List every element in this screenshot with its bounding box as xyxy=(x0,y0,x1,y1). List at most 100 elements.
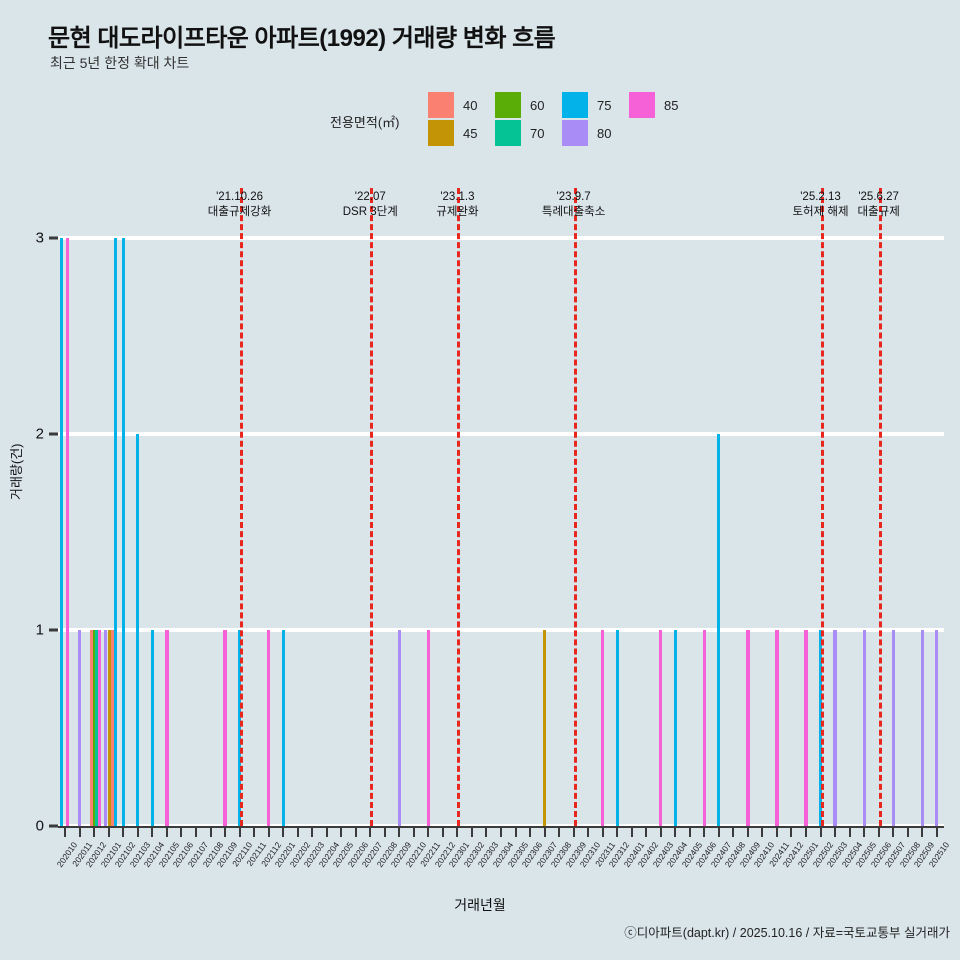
x-tick-mark xyxy=(209,828,212,837)
legend-swatch-45 xyxy=(428,120,454,146)
legend-label-45: 45 xyxy=(463,125,478,141)
bar[interactable] xyxy=(136,434,140,826)
bar[interactable] xyxy=(397,630,401,826)
bar[interactable] xyxy=(121,238,125,826)
legend-item-40[interactable]: 40 xyxy=(428,92,477,118)
x-tick-mark xyxy=(267,828,270,837)
annotation-text: 토허제 해제 xyxy=(792,206,849,218)
x-tick-mark xyxy=(848,828,851,837)
x-tick-mark xyxy=(645,828,648,837)
x-tick-mark xyxy=(703,828,706,837)
bar[interactable] xyxy=(659,630,663,826)
bar[interactable] xyxy=(717,434,721,826)
legend-swatch-80 xyxy=(562,120,588,146)
bar[interactable] xyxy=(94,630,98,826)
plot-area xyxy=(58,188,944,828)
x-tick-mark xyxy=(877,828,880,837)
y-tick-mark xyxy=(49,432,58,436)
x-axis-line xyxy=(58,826,944,828)
bar[interactable] xyxy=(702,630,706,826)
x-tick-mark xyxy=(412,828,415,837)
bar[interactable] xyxy=(601,630,605,826)
annotation-text: 규제완화 xyxy=(436,206,479,218)
x-tick-mark xyxy=(180,828,183,837)
bar[interactable] xyxy=(92,630,96,826)
annotation-line xyxy=(457,188,461,826)
bar[interactable] xyxy=(542,630,547,826)
annotation-text: DSR 3단계 xyxy=(342,206,398,218)
x-tick-mark xyxy=(601,828,604,837)
bar[interactable] xyxy=(89,630,93,826)
x-tick-mark xyxy=(122,828,125,837)
x-tick-mark xyxy=(558,828,561,837)
bar[interactable] xyxy=(165,630,169,826)
bar[interactable] xyxy=(891,630,895,826)
x-tick-mark xyxy=(630,828,633,837)
credit-text: ⓒ디아파트(dapt.kr) / 2025.10.16 / 자료=국토교통부 실… xyxy=(624,926,950,940)
legend-item-60[interactable]: 60 xyxy=(495,92,544,118)
bar[interactable] xyxy=(775,630,779,826)
x-tick-mark xyxy=(892,828,895,837)
bar[interactable] xyxy=(65,238,69,826)
x-axis-title: 거래년월 xyxy=(454,897,506,913)
annotation-label: '25.6.27 대출규제 xyxy=(819,190,939,220)
x-tick-mark xyxy=(863,828,866,837)
bar[interactable] xyxy=(615,630,619,826)
annotation-date: '25.6.27 xyxy=(858,191,899,203)
bar[interactable] xyxy=(804,630,808,826)
legend-item-80[interactable]: 80 xyxy=(562,120,611,146)
bar[interactable] xyxy=(59,238,63,826)
bar[interactable] xyxy=(108,630,112,826)
bar[interactable] xyxy=(78,630,82,826)
bar[interactable] xyxy=(833,630,837,826)
x-tick-mark xyxy=(761,828,764,837)
x-tick-mark xyxy=(485,828,488,837)
bar[interactable] xyxy=(114,238,118,826)
annotation-line xyxy=(878,188,882,826)
legend-item-70[interactable]: 70 xyxy=(495,120,544,146)
annotation-date: '22.07 xyxy=(354,191,386,203)
bar[interactable] xyxy=(104,630,108,826)
bar[interactable] xyxy=(281,630,285,826)
x-tick-mark xyxy=(514,828,517,837)
bar[interactable] xyxy=(150,630,154,826)
bar[interactable] xyxy=(426,630,430,826)
y-tick-mark xyxy=(49,628,58,632)
annotation-text: 대출규제 xyxy=(857,206,900,218)
legend-label-75: 75 xyxy=(597,97,612,113)
x-tick-mark xyxy=(224,828,227,837)
gridline xyxy=(58,432,944,436)
bar[interactable] xyxy=(673,630,677,826)
x-tick-mark xyxy=(805,828,808,837)
x-tick-mark xyxy=(688,828,691,837)
legend-swatch-60 xyxy=(495,92,521,118)
legend-item-85[interactable]: 85 xyxy=(629,92,678,118)
bar[interactable] xyxy=(267,630,271,826)
annotation-date: '21.10.26 xyxy=(216,191,264,203)
page-title: 문현 대도라이프타운 아파트(1992) 거래량 변화 흐름 xyxy=(48,25,556,52)
x-tick-mark xyxy=(136,828,139,837)
x-tick-mark xyxy=(398,828,401,837)
bar[interactable] xyxy=(223,630,227,826)
bar[interactable] xyxy=(920,630,924,826)
x-axis: 202010 202011 202012 202101 202102 202103 2021… xyxy=(55,826,951,946)
annotation-text: 특례대출축소 xyxy=(541,206,606,218)
annotation-label: '23.1.3 규제완화 xyxy=(397,190,517,220)
x-tick-mark xyxy=(151,828,154,837)
x-tick-mark xyxy=(296,828,299,837)
bar[interactable] xyxy=(111,630,115,826)
bar[interactable] xyxy=(97,630,101,826)
x-tick-mark xyxy=(282,828,285,837)
annotation-line xyxy=(820,188,824,826)
bar[interactable] xyxy=(862,630,866,826)
x-tick-mark xyxy=(238,828,241,837)
legend-item-45[interactable]: 45 xyxy=(428,120,477,146)
x-tick-mark xyxy=(311,828,314,837)
bar[interactable] xyxy=(746,630,750,826)
x-tick-mark xyxy=(253,828,256,837)
x-tick-mark xyxy=(64,828,67,837)
legend-item-75[interactable]: 75 xyxy=(562,92,611,118)
x-tick-mark xyxy=(616,828,619,837)
bar[interactable] xyxy=(935,630,939,826)
x-tick-mark xyxy=(107,828,110,837)
